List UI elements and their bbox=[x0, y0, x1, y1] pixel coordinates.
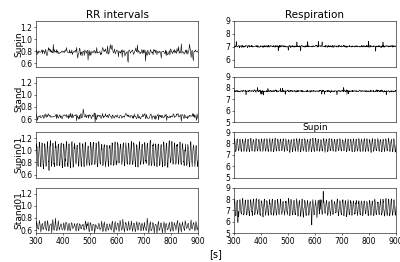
Y-axis label: Supin01: Supin01 bbox=[14, 136, 24, 173]
Title: RR intervals: RR intervals bbox=[86, 10, 148, 20]
Title: Respiration: Respiration bbox=[286, 10, 344, 20]
Text: [s]: [s] bbox=[210, 249, 222, 259]
Y-axis label: Stand: Stand bbox=[14, 86, 24, 112]
X-axis label: Supin: Supin bbox=[302, 123, 328, 133]
Y-axis label: Stand01: Stand01 bbox=[14, 192, 24, 229]
Y-axis label: Supin: Supin bbox=[14, 31, 24, 57]
